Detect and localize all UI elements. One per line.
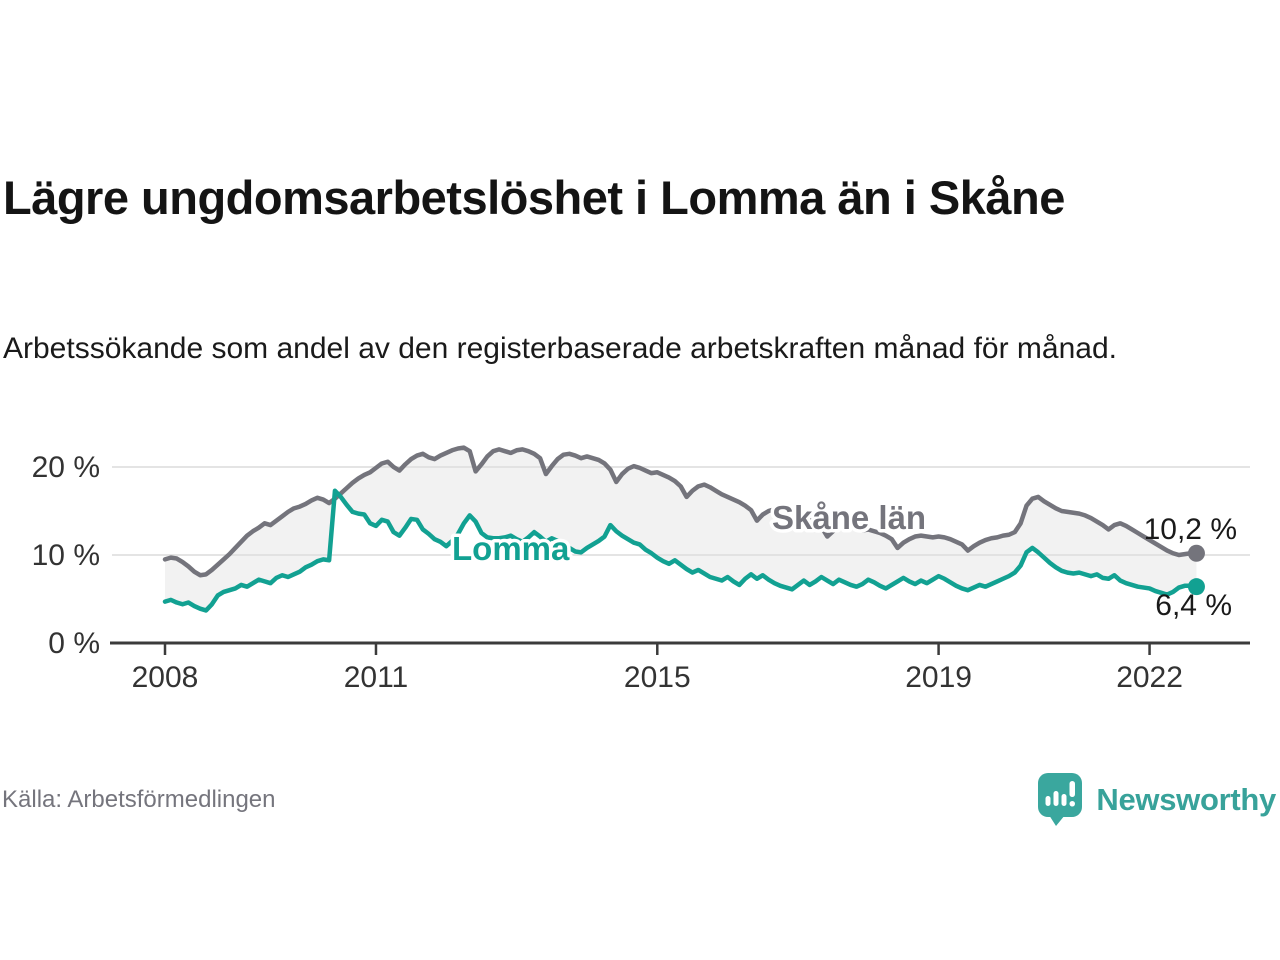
y-tick-label: 20 % — [32, 451, 100, 484]
unemployment-line-chart: 2008 2011 2015 2019 2022 0 % 10 % 20 % Skåne län… — [0, 420, 1280, 710]
band-fill — [165, 447, 1197, 611]
series-label-1: Lomma — [452, 530, 570, 567]
end-value-label-0: 10,2 % — [1144, 513, 1237, 546]
x-tick-label: 2011 — [344, 661, 409, 694]
brand-name: Newsworthy — [1096, 782, 1276, 817]
x-tick-label: 2015 — [624, 661, 691, 694]
newsworthy-bubble-chart-icon — [1038, 773, 1083, 826]
x-tick-label: 2022 — [1116, 661, 1183, 694]
end-value-label-1: 6,4 % — [1155, 589, 1232, 622]
source-credit: Källa: Arbetsförmedlingen — [2, 786, 276, 813]
y-tick-label: 10 % — [32, 539, 100, 572]
series-line-0 — [162, 445, 1199, 578]
series-end-dot-0 — [1187, 544, 1205, 562]
y-tick-label: 0 % — [48, 627, 100, 660]
newsworthy-logo: Newsworthy — [1037, 772, 1276, 828]
series-line-1 — [162, 488, 1199, 613]
chart-canvas: 2008 2011 2015 2019 2022 0 % 10 % 20 % Skåne län… — [32, 445, 1250, 694]
chart-subtitle: Arbetssökande som andel av den registerb… — [3, 332, 1117, 365]
x-tick-label: 2019 — [905, 661, 972, 694]
x-tick-label: 2008 — [132, 661, 199, 694]
page-title: Lägre ungdomsarbetslöshet i Lomma än i S… — [3, 171, 1065, 225]
series-end-dot-1 — [1187, 578, 1205, 596]
series-label-0: Skåne län — [772, 499, 926, 536]
